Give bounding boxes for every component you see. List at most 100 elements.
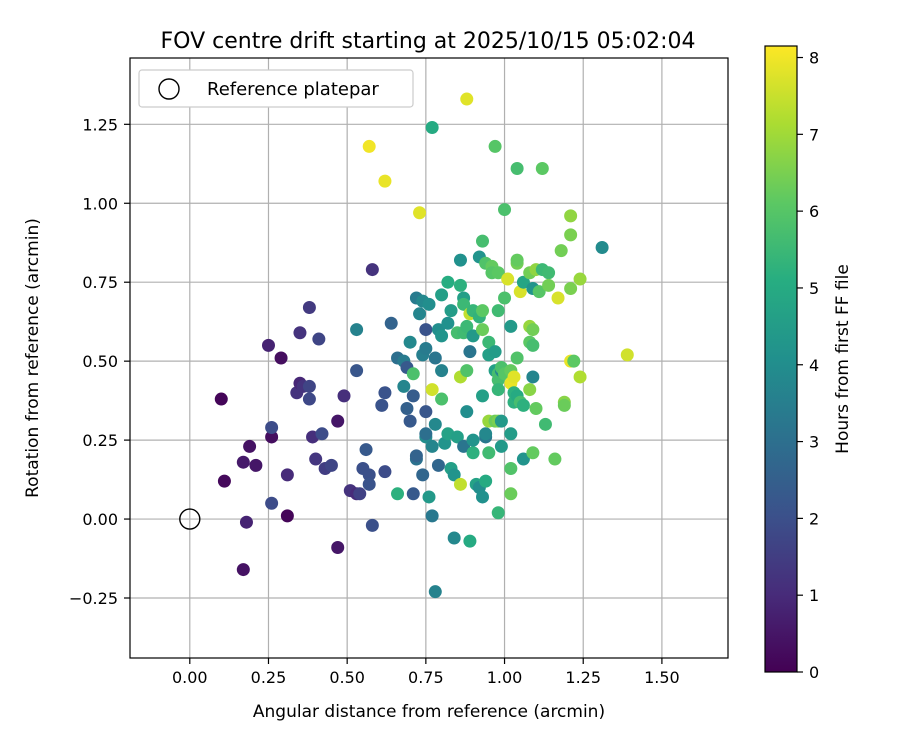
data-point bbox=[466, 329, 480, 343]
data-point bbox=[280, 509, 294, 523]
x-tick-label: 0.25 bbox=[251, 668, 287, 687]
data-point bbox=[324, 458, 338, 472]
data-point bbox=[359, 443, 373, 457]
data-point bbox=[491, 304, 505, 318]
data-point bbox=[441, 316, 455, 330]
colorbar-label: Hours from first FF file bbox=[833, 264, 853, 454]
data-point bbox=[428, 585, 442, 599]
legend: Reference platepar bbox=[138, 69, 414, 108]
data-point bbox=[457, 439, 471, 453]
data-point bbox=[293, 326, 307, 340]
data-point bbox=[516, 275, 530, 289]
colorbar: 0 1 2 3 4 5 6 7 8 Hours from first FF file bbox=[764, 45, 853, 682]
data-point bbox=[397, 379, 411, 393]
data-point bbox=[419, 427, 433, 441]
data-point bbox=[542, 278, 556, 292]
colorbar-tick-label: 0 bbox=[809, 663, 819, 682]
data-point bbox=[482, 446, 496, 460]
x-tick-label: 1.00 bbox=[487, 668, 523, 687]
data-point bbox=[526, 323, 540, 337]
data-point bbox=[413, 206, 427, 220]
data-point bbox=[476, 389, 490, 403]
data-point bbox=[476, 323, 490, 337]
data-points bbox=[179, 92, 634, 599]
data-point bbox=[422, 297, 436, 311]
data-point bbox=[274, 351, 288, 365]
data-point bbox=[510, 162, 524, 176]
data-point bbox=[425, 383, 439, 397]
data-point bbox=[261, 338, 275, 352]
data-point bbox=[573, 272, 587, 286]
data-point bbox=[460, 319, 474, 333]
data-point bbox=[526, 338, 540, 352]
colorbar-tick-label: 8 bbox=[809, 49, 819, 68]
data-point bbox=[419, 405, 433, 419]
data-point bbox=[403, 414, 417, 428]
y-tick-label: 0.25 bbox=[82, 431, 118, 450]
data-point bbox=[331, 540, 345, 554]
data-point bbox=[526, 370, 540, 384]
data-point bbox=[265, 496, 279, 510]
data-point bbox=[214, 392, 228, 406]
data-point bbox=[494, 414, 508, 428]
data-point bbox=[526, 446, 540, 460]
data-point bbox=[265, 420, 279, 434]
data-point bbox=[425, 439, 439, 453]
data-point bbox=[365, 263, 379, 277]
x-axis-ticks: 0.00 0.25 0.50 0.75 1.00 1.25 1.50 bbox=[172, 658, 680, 687]
data-point bbox=[523, 383, 537, 397]
x-tick-label: 1.50 bbox=[644, 668, 680, 687]
data-point bbox=[435, 288, 449, 302]
data-point bbox=[312, 332, 326, 346]
data-point bbox=[557, 398, 571, 412]
data-point bbox=[504, 487, 518, 501]
data-point bbox=[435, 392, 449, 406]
data-point bbox=[365, 518, 379, 532]
data-point bbox=[535, 162, 549, 176]
data-point bbox=[384, 316, 398, 330]
data-point bbox=[375, 398, 389, 412]
data-point bbox=[460, 405, 474, 419]
colorbar-ticks: 0 1 2 3 4 5 6 7 8 bbox=[797, 49, 819, 682]
data-point bbox=[236, 455, 250, 469]
y-tick-label: 1.00 bbox=[82, 194, 118, 213]
data-point bbox=[516, 398, 530, 412]
data-point bbox=[491, 266, 505, 280]
data-point bbox=[510, 351, 524, 365]
data-point bbox=[378, 465, 392, 479]
data-point bbox=[217, 474, 231, 488]
y-axis-ticks: −0.25 0.00 0.25 0.50 0.75 1.00 1.25 bbox=[69, 115, 130, 608]
data-point bbox=[476, 304, 490, 318]
colorbar-tick-label: 2 bbox=[809, 509, 819, 528]
data-point bbox=[504, 462, 518, 476]
data-point bbox=[302, 300, 316, 314]
data-point bbox=[378, 174, 392, 188]
data-point bbox=[243, 439, 257, 453]
data-point bbox=[391, 487, 405, 501]
reference-platepar-marker bbox=[179, 508, 201, 530]
data-point bbox=[435, 329, 449, 343]
data-point bbox=[428, 351, 442, 365]
data-point bbox=[479, 427, 493, 441]
data-point bbox=[498, 203, 512, 217]
data-point bbox=[460, 364, 474, 378]
data-point bbox=[431, 458, 445, 472]
data-point bbox=[507, 370, 521, 384]
data-point bbox=[428, 417, 442, 431]
legend-label-reference: Reference platepar bbox=[207, 79, 379, 100]
data-point bbox=[567, 354, 581, 368]
x-tick-label: 0.00 bbox=[172, 668, 208, 687]
data-point bbox=[491, 383, 505, 397]
data-point bbox=[457, 297, 471, 311]
colorbar-tick-label: 7 bbox=[809, 125, 819, 144]
data-point bbox=[337, 389, 351, 403]
data-point bbox=[350, 364, 364, 378]
data-point bbox=[542, 266, 556, 280]
y-tick-label: 1.25 bbox=[82, 115, 118, 134]
data-point bbox=[476, 490, 490, 504]
data-point bbox=[435, 364, 449, 378]
data-point bbox=[538, 417, 552, 431]
data-point bbox=[441, 275, 455, 289]
data-point bbox=[302, 379, 316, 393]
